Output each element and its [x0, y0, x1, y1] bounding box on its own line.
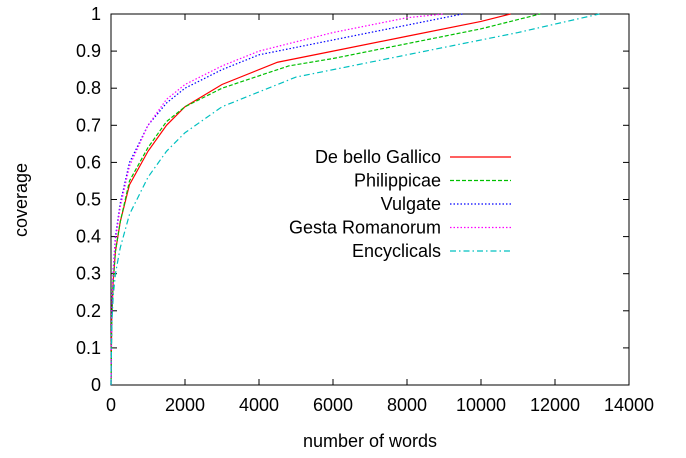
series-line-gesta-romanorum	[110, 13, 445, 386]
y-tick-label: 0.7	[76, 115, 101, 135]
plot-frame	[110, 13, 630, 386]
y-axis-title: coverage	[11, 163, 31, 237]
series-line-encyclicals	[110, 13, 600, 386]
y-tick-label: 0.2	[76, 301, 101, 321]
x-tick-label: 6000	[313, 395, 353, 415]
legend-label-de-bello-gallico: De bello Gallico	[315, 147, 441, 167]
y-tick-label: 0.3	[76, 264, 101, 284]
y-tick-label: 0	[91, 375, 101, 395]
legend-label-vulgate: Vulgate	[381, 194, 441, 214]
x-tick-label: 8000	[387, 395, 427, 415]
y-tick-label: 1	[91, 4, 101, 24]
y-tick-label: 0.6	[76, 152, 101, 172]
x-tick-label: 2000	[165, 395, 205, 415]
x-axis-title: number of words	[303, 431, 437, 451]
series-line-de-bello-gallico	[110, 13, 511, 386]
x-tick-label: 10000	[456, 395, 506, 415]
y-tick-label: 0.8	[76, 78, 101, 98]
series-lines	[110, 13, 600, 386]
x-tick-label: 14000	[604, 395, 654, 415]
x-tick-label: 12000	[530, 395, 580, 415]
series-line-vulgate	[110, 13, 463, 386]
y-tick-label: 0.1	[76, 338, 101, 358]
series-line-philippicae	[110, 13, 541, 386]
x-tick-label: 4000	[239, 395, 279, 415]
y-tick-label: 0.9	[76, 41, 101, 61]
x-tick-label: 0	[106, 395, 116, 415]
y-tick-label: 0.5	[76, 190, 101, 210]
y-axis: 0 0.1 0.2 0.3 0.4 0.5 0.6 0.7 0.8 0.9 1	[76, 4, 629, 395]
legend-label-philippicae: Philippicae	[354, 171, 441, 191]
legend-label-encyclicals: Encyclicals	[352, 241, 441, 261]
legend-label-gesta-romanorum: Gesta Romanorum	[289, 218, 441, 238]
y-tick-label: 0.4	[76, 227, 101, 247]
legend: De bello Gallico Philippicae Vulgate Gesta …	[289, 147, 511, 261]
x-axis: 0 2000 4000 6000 8000 10000 12000 14000	[106, 14, 654, 415]
